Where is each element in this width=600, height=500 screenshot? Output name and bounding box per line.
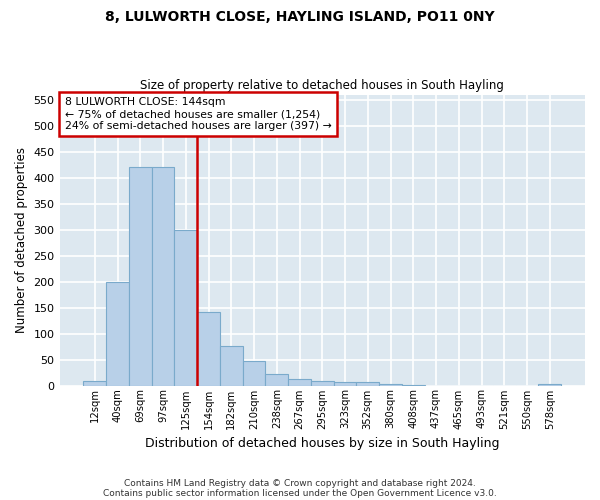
Bar	[334, 382, 356, 386]
Bar	[288, 380, 311, 386]
Bar	[265, 374, 288, 386]
Bar	[197, 312, 220, 386]
Text: Contains public sector information licensed under the Open Government Licence v3: Contains public sector information licen…	[103, 488, 497, 498]
Text: 8, LULWORTH CLOSE, HAYLING ISLAND, PO11 0NY: 8, LULWORTH CLOSE, HAYLING ISLAND, PO11 …	[105, 10, 495, 24]
Bar	[175, 230, 197, 386]
Bar	[356, 382, 379, 386]
Text: Contains HM Land Registry data © Crown copyright and database right 2024.: Contains HM Land Registry data © Crown c…	[124, 478, 476, 488]
Bar	[106, 282, 129, 386]
Bar	[220, 346, 242, 386]
Title: Size of property relative to detached houses in South Hayling: Size of property relative to detached ho…	[140, 79, 504, 92]
Bar	[402, 385, 425, 386]
Bar	[152, 168, 175, 386]
Bar	[379, 384, 402, 386]
Bar	[538, 384, 561, 386]
Y-axis label: Number of detached properties: Number of detached properties	[15, 147, 28, 333]
Text: 8 LULWORTH CLOSE: 144sqm
← 75% of detached houses are smaller (1,254)
24% of sem: 8 LULWORTH CLOSE: 144sqm ← 75% of detach…	[65, 98, 332, 130]
Bar	[83, 382, 106, 386]
Bar	[311, 382, 334, 386]
Bar	[129, 168, 152, 386]
Bar	[242, 360, 265, 386]
X-axis label: Distribution of detached houses by size in South Hayling: Distribution of detached houses by size …	[145, 437, 500, 450]
